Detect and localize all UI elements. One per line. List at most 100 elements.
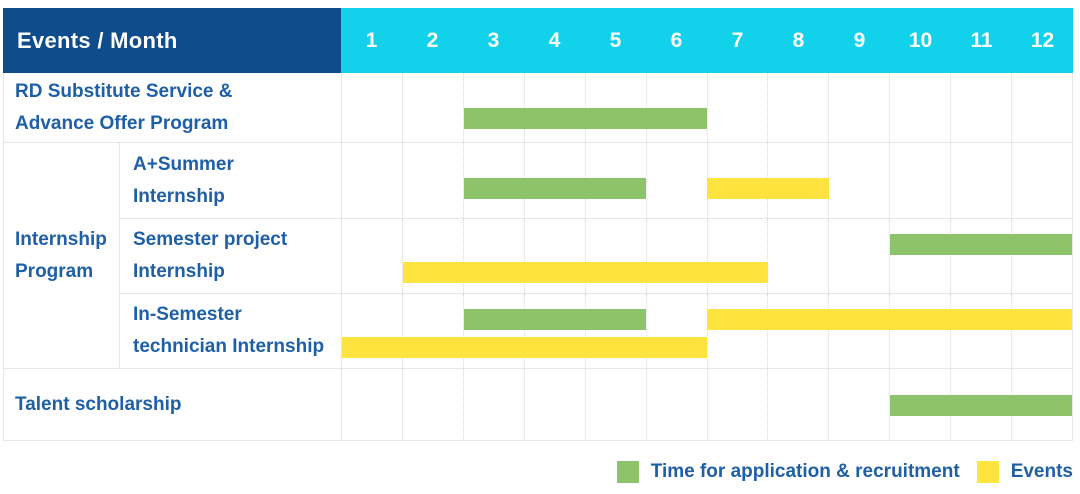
grid-cell (645, 143, 707, 218)
grid-cell (584, 219, 646, 293)
grid-cell (523, 219, 585, 293)
grid-cell (1011, 219, 1072, 293)
month-label: 1 (365, 28, 378, 52)
legend-label-events: Events (1010, 461, 1073, 482)
grid-cell (889, 219, 950, 293)
schedule-table: Events / Month 1 2 3 4 5 6 7 8 9 10 11 12 RD Substi… (3, 8, 1073, 441)
grid-cell (767, 369, 828, 440)
row-label-talent-scholarship: Talent scholarship (15, 393, 182, 415)
gantt-bar-green (463, 309, 647, 330)
gantt-bar-yellow (342, 337, 707, 358)
month-label: 3 (487, 28, 500, 52)
grid-cell (706, 73, 768, 142)
grid-cell (342, 143, 402, 218)
grid-cell (1011, 294, 1072, 368)
month-label: 11 (970, 28, 993, 52)
month-label: 9 (853, 28, 866, 52)
grid-cell (462, 143, 524, 218)
month-label: 12 (1030, 28, 1055, 52)
header-events-month: Events / Month (3, 8, 341, 73)
grid-cell (584, 294, 646, 368)
grid-cell (767, 219, 828, 293)
grid-cell (342, 219, 402, 293)
month-header: 1 2 3 4 5 6 7 8 9 10 11 12 (341, 8, 1073, 73)
legend-item-events: Events (976, 461, 1073, 483)
table-row: A+Summer Internship (120, 143, 1072, 218)
grid-cell (462, 294, 524, 368)
gantt-bar-yellow (707, 178, 829, 199)
grid-cell (645, 219, 707, 293)
legend-label-application: Time for application & recruitment (650, 461, 960, 482)
green-swatch-icon (616, 461, 639, 483)
grid-cell (889, 143, 950, 218)
grid-cell (523, 73, 585, 142)
row-label-rd-substitute-service: RD Substitute Service & Advance Offer Pr… (15, 80, 233, 134)
grid-cell (1011, 143, 1072, 218)
gantt-bar-green (889, 395, 1072, 416)
chart-area-a-plus-summer-internship (341, 143, 1072, 218)
table-row: Talent scholarship (4, 369, 1072, 440)
grid-cell (767, 73, 828, 142)
grid-cell (523, 369, 585, 440)
chart-area-rd-substitute-service (341, 73, 1072, 142)
grid-cell (1011, 73, 1072, 142)
table-row: In-Semester technician Internship (120, 293, 1072, 368)
grid-cell (767, 294, 828, 368)
grid-cell (523, 294, 585, 368)
table-header-row: Events / Month 1 2 3 4 5 6 7 8 9 10 11 12 (3, 8, 1073, 73)
grid-cell (828, 369, 889, 440)
group-label-internship-program: Internship Program (4, 143, 120, 368)
grid-cell (401, 369, 463, 440)
gantt-bar-green (463, 178, 647, 199)
month-label: 8 (792, 28, 805, 52)
chart-area-talent-scholarship (341, 369, 1072, 440)
grid-cell (342, 73, 402, 142)
grid-cell (950, 219, 1011, 293)
grid-cell (462, 73, 524, 142)
grid-cell (828, 73, 889, 142)
row-label-semester-project-internship: Semester project Internship (133, 229, 288, 282)
grid-cell (950, 143, 1011, 218)
yellow-swatch-icon (976, 461, 999, 483)
table-body: RD Substitute Service & Advance Offer Pr… (3, 73, 1073, 441)
row-label-in-semester-technician-internship: In-Semester technician Internship (133, 304, 325, 357)
grid-cell (706, 294, 768, 368)
grid-cell (401, 143, 463, 218)
gantt-bar-yellow (402, 262, 768, 283)
grid-cell (462, 219, 524, 293)
month-label: 6 (670, 28, 683, 52)
internship-program-group: Internship Program A+Summer Internship S… (4, 143, 1072, 369)
grid-cell (584, 73, 646, 142)
grid-cell (706, 369, 768, 440)
grid-cell (950, 294, 1011, 368)
month-label: 7 (731, 28, 744, 52)
grid-cell (401, 73, 463, 142)
grid-cell (828, 219, 889, 293)
grid-cell (645, 369, 707, 440)
grid-cell (584, 369, 646, 440)
grid-cell (645, 73, 707, 142)
grid-cell (401, 294, 463, 368)
gantt-bar-green (463, 108, 707, 129)
row-label-a-plus-summer-internship: A+Summer Internship (133, 153, 234, 207)
grid-cell (889, 294, 950, 368)
month-label: 4 (548, 28, 561, 52)
month-label: 2 (426, 28, 439, 52)
gantt-bar-yellow (707, 309, 1072, 330)
grid-cell (889, 73, 950, 142)
grid-cell (401, 219, 463, 293)
grid-cell (342, 369, 402, 440)
grid-cell (462, 369, 524, 440)
grid-cell (828, 143, 889, 218)
grid-cell (645, 294, 707, 368)
table-row: Semester project Internship (120, 218, 1072, 293)
chart-area-semester-project-internship (341, 219, 1072, 293)
internship-subrows: A+Summer Internship Semester project Int… (120, 143, 1072, 368)
table-row: RD Substitute Service & Advance Offer Pr… (4, 73, 1072, 143)
legend: Time for application & recruitment Event… (616, 461, 1073, 483)
grid-cell (950, 73, 1011, 142)
grid-cell (828, 294, 889, 368)
month-label: 10 (908, 28, 933, 52)
month-label: 5 (609, 28, 622, 52)
